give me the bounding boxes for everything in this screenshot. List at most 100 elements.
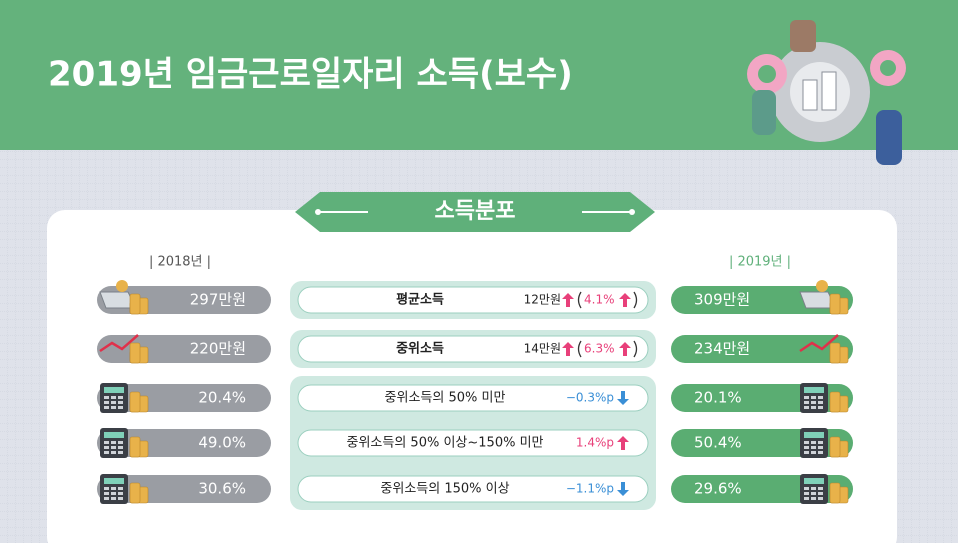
change-pct: 6.3% [584,342,615,356]
calc-key [818,451,823,454]
calc-key [111,406,116,409]
arrow-down [617,482,629,496]
change: 1.4%p [576,436,614,450]
icon-calc [100,428,149,458]
calc-key [811,492,816,495]
calc-key [111,497,116,500]
banner-deco [315,209,321,215]
calc-key [804,401,809,404]
value-2019: 20.1% [694,389,742,407]
calc-key [804,487,809,490]
change: −0.3%p [566,391,614,405]
header-illustration [747,20,906,165]
calc-key [804,497,809,500]
calc-key [118,497,123,500]
calc-key [804,396,809,399]
calc-screen [104,432,124,438]
calc-key [811,401,816,404]
value-2018: 30.6% [198,480,246,498]
arrow-up [617,436,629,450]
year-label: | 2019년 | [729,255,791,270]
calc-key [818,406,823,409]
value-2019: 234만원 [694,340,750,358]
calc-key [118,406,123,409]
coin-stack [129,293,141,315]
value-2018: 20.4% [198,389,246,407]
chart-line [799,334,839,353]
banner-deco [629,209,635,215]
calc-key [818,396,823,399]
calc-key [104,441,109,444]
calc-key [118,451,123,454]
row-label: 평균소득 [396,292,444,308]
icon-calc [800,428,849,458]
calc-key [104,487,109,490]
middle-pill [297,475,649,503]
coin-stack [129,391,141,413]
icon-calc [800,474,849,504]
calc-screen [804,432,824,438]
arrow-up [619,293,631,307]
coin-stack [829,391,841,413]
middle-pill [297,384,649,412]
calc-key [111,492,116,495]
calc-key [104,396,109,399]
paren [633,340,638,358]
arrow-up [619,342,631,356]
calc-key [804,446,809,449]
calc-key [811,441,816,444]
icon-money [799,280,849,315]
calc-key [818,401,823,404]
calc-key [118,446,123,449]
calc-key [804,406,809,409]
coin-stack [829,482,841,504]
calc-key [104,497,109,500]
row-label: 중위소득의 50% 미만 [385,391,506,406]
calc-screen [804,478,824,484]
pill-2019 [671,335,853,363]
calc-key [818,446,823,449]
section-banner [295,192,655,232]
calc-key [111,451,116,454]
year-label: | 2018년 | [149,255,211,270]
calc-key [118,441,123,444]
icon-calc [800,383,849,413]
section-title: 소득분포 [435,199,516,224]
calc-key [818,497,823,500]
calc-key [118,487,123,490]
chart-line [99,334,139,353]
calc-key [111,487,116,490]
middle-pill [297,286,649,314]
arrow-up [562,342,574,356]
value-2019: 309만원 [694,291,750,309]
value-2018: 49.0% [198,434,246,452]
calc-key [104,492,109,495]
row-label: 중위소득의 50% 이상~150% 미만 [347,436,544,451]
calc-key [118,396,123,399]
middle-pill [297,335,649,363]
paren [633,291,638,309]
calc-key [818,441,823,444]
value-2019: 29.6% [694,480,742,498]
calc-key [811,446,816,449]
coin-stack [829,436,841,458]
calc-key [118,492,123,495]
coin-stack [129,482,141,504]
icon-chart [99,334,149,364]
calc-key [104,451,109,454]
value-2019: 50.4% [694,434,742,452]
icon-calc [100,383,149,413]
calc-key [811,406,816,409]
calc-key [818,487,823,490]
calc-key [811,487,816,490]
value-2018: 297만원 [190,291,246,309]
calc-key [104,401,109,404]
calc-key [818,492,823,495]
coin-stack [829,293,841,315]
arrow-up [562,293,574,307]
calc-key [804,441,809,444]
paren [577,340,582,358]
calc-key [811,451,816,454]
